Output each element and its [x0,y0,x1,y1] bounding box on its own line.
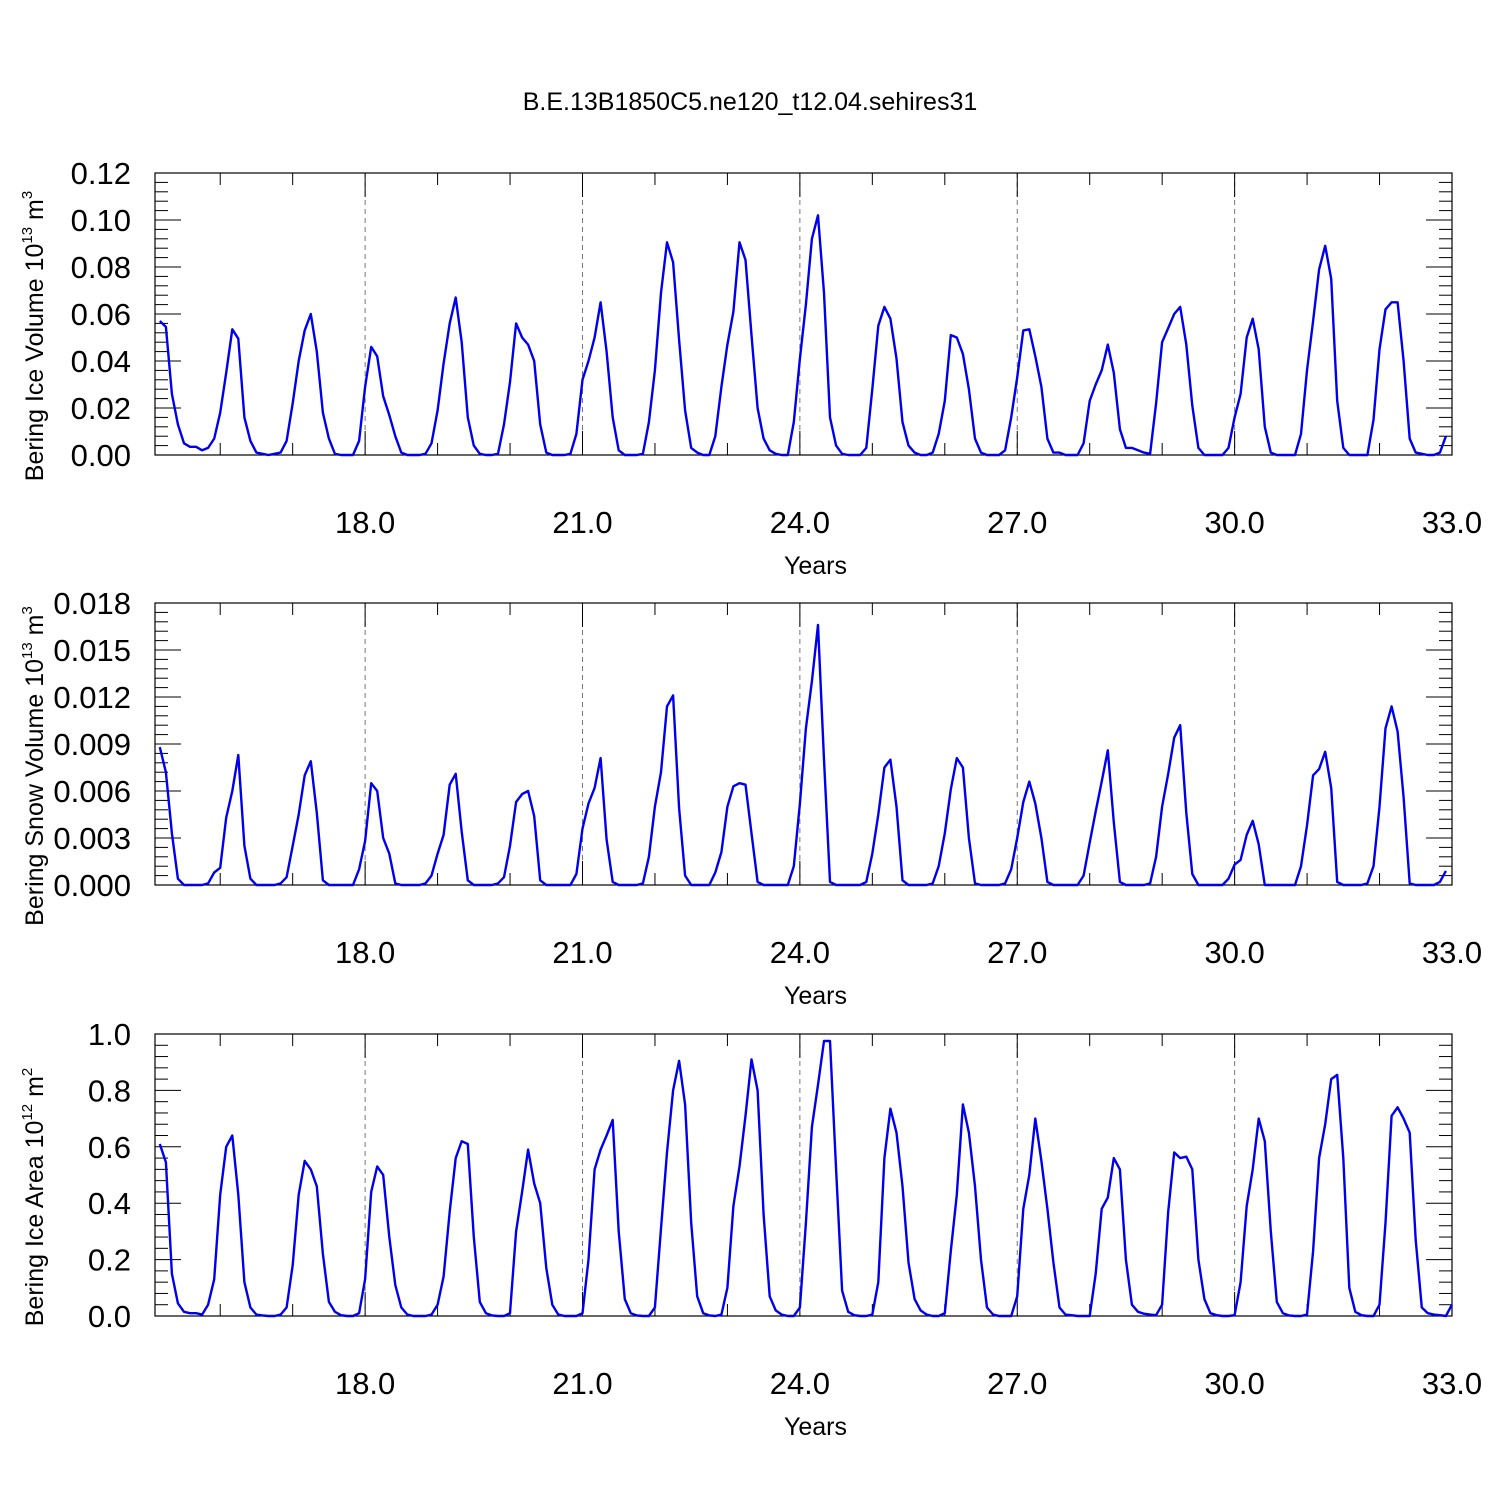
ice-volume-ylabel-exp: 13 [19,227,36,244]
snow-volume-ylabel-unit-exp: 3 [19,606,36,614]
ice-area-series-line [158,1039,1453,1318]
ice-area-xtick-label: 33.0 [1422,1366,1482,1401]
ice-area-frame [154,1033,1453,1317]
ice-area-xtick-label: 21.0 [552,1366,612,1401]
ice-area-xtick-label: 27.0 [987,1366,1047,1401]
ice-volume-ylabel-unit-exp: 3 [19,191,36,199]
snow-volume-ylabel-exp: 13 [19,642,36,659]
snow-volume-ytick-label: 0.018 [53,586,131,621]
ice-area-ylabel-unit: m [21,1076,49,1104]
ice-area-ylabel-exp: 12 [19,1104,36,1121]
snow-volume-xtick-label: 21.0 [552,935,612,970]
ice-volume-xtick-label: 18.0 [335,505,395,540]
snow-volume-series-line [158,623,1447,887]
ice-volume-ylabel: Bering Ice Volume 1013 m3 [19,191,49,481]
ice-volume-xlabel: Years [784,552,847,580]
snow-volume-ytick-label: 0.000 [53,868,131,903]
figure-title: B.E.13B1850C5.ne120_t12.04.sehires31 [523,88,978,116]
ice-area-ytick-label: 0.4 [88,1186,131,1221]
ice-volume-ytick-label: 0.10 [71,203,131,238]
ice-volume-ytick-label: 0.02 [71,391,131,426]
ice-volume-series-line [158,214,1448,457]
ice-area-ylabel-main: Bering Ice Area 10 [21,1121,49,1327]
snow-volume-xtick-label: 24.0 [770,935,830,970]
ice-area-xlabel: Years [784,1413,847,1441]
ice-area-xtick-label: 24.0 [770,1366,830,1401]
snow-volume-xtick-label: 27.0 [987,935,1047,970]
panel-ice-area: 18.0 21.0 24.0 27.0 30.0 33.00.00.20.40.60.81… [19,1017,1482,1441]
snow-volume-xtick-label: 30.0 [1204,935,1264,970]
snow-volume-xlabel: Years [784,982,847,1010]
ice-volume-xtick-label: 21.0 [552,505,612,540]
ice-volume-ylabel-unit: m [21,199,49,227]
panel-snow-volume: 18.0 21.0 24.0 27.0 30.0 33.0 0.000 0.003 0.006 0… [19,586,1482,1010]
panel-ice-volume: 18.0 21.0 24.0 27.0 30.0 33.0 0.00 0.02 0.04 0.06… [19,156,1482,580]
ice-volume-xtick-label: 24.0 [770,505,830,540]
snow-volume-xtick-label: 18.0 [335,935,395,970]
ice-area-xtick-label: 18.0 [335,1366,395,1401]
ice-volume-xtick-label: 33.0 [1422,505,1482,540]
snow-volume-ylabel-unit: m [21,615,49,643]
ice-volume-ytick-label: 0.08 [71,250,131,285]
ice-volume-ytick-label: 0.12 [71,156,131,191]
ice-area-xtick-label: 30.0 [1204,1366,1264,1401]
ice-area-ytick-label: 0.8 [88,1073,131,1108]
snow-volume-xtick-label: 33.0 [1422,935,1482,970]
ice-volume-ytick-label: 0.04 [71,344,131,379]
ice-volume-frame [154,172,1453,456]
ice-volume-ytick-label: 0.00 [71,438,131,473]
ice-area-ytick-label: 0.2 [88,1243,131,1278]
snow-volume-ytick-label: 0.003 [53,821,131,856]
ice-volume-xtick-label: 30.0 [1204,505,1264,540]
snow-volume-ytick-label: 0.009 [53,727,131,762]
snow-volume-ytick-label: 0.006 [53,774,131,809]
snow-volume-ylabel-main: Bering Snow Volume 10 [21,659,49,926]
ice-area-ytick-label: 1.0 [88,1017,131,1052]
ice-volume-xtick-label: 27.0 [987,505,1047,540]
ice-area-ytick-label: 0.0 [88,1299,131,1334]
snow-volume-ytick-label: 0.012 [53,680,131,715]
ice-area-ylabel-unit-exp: 2 [19,1068,36,1076]
ice-area-ytick-label: 0.6 [88,1130,131,1165]
ice-area-ylabel: Bering Ice Area 1012 m2 [19,1068,49,1327]
snow-volume-ylabel: Bering Snow Volume 1013 m3 [19,606,49,926]
ice-volume-ytick-label: 0.06 [71,297,131,332]
snow-volume-ytick-label: 0.015 [53,633,131,668]
ice-volume-ylabel-main: Bering Ice Volume 10 [21,244,49,482]
